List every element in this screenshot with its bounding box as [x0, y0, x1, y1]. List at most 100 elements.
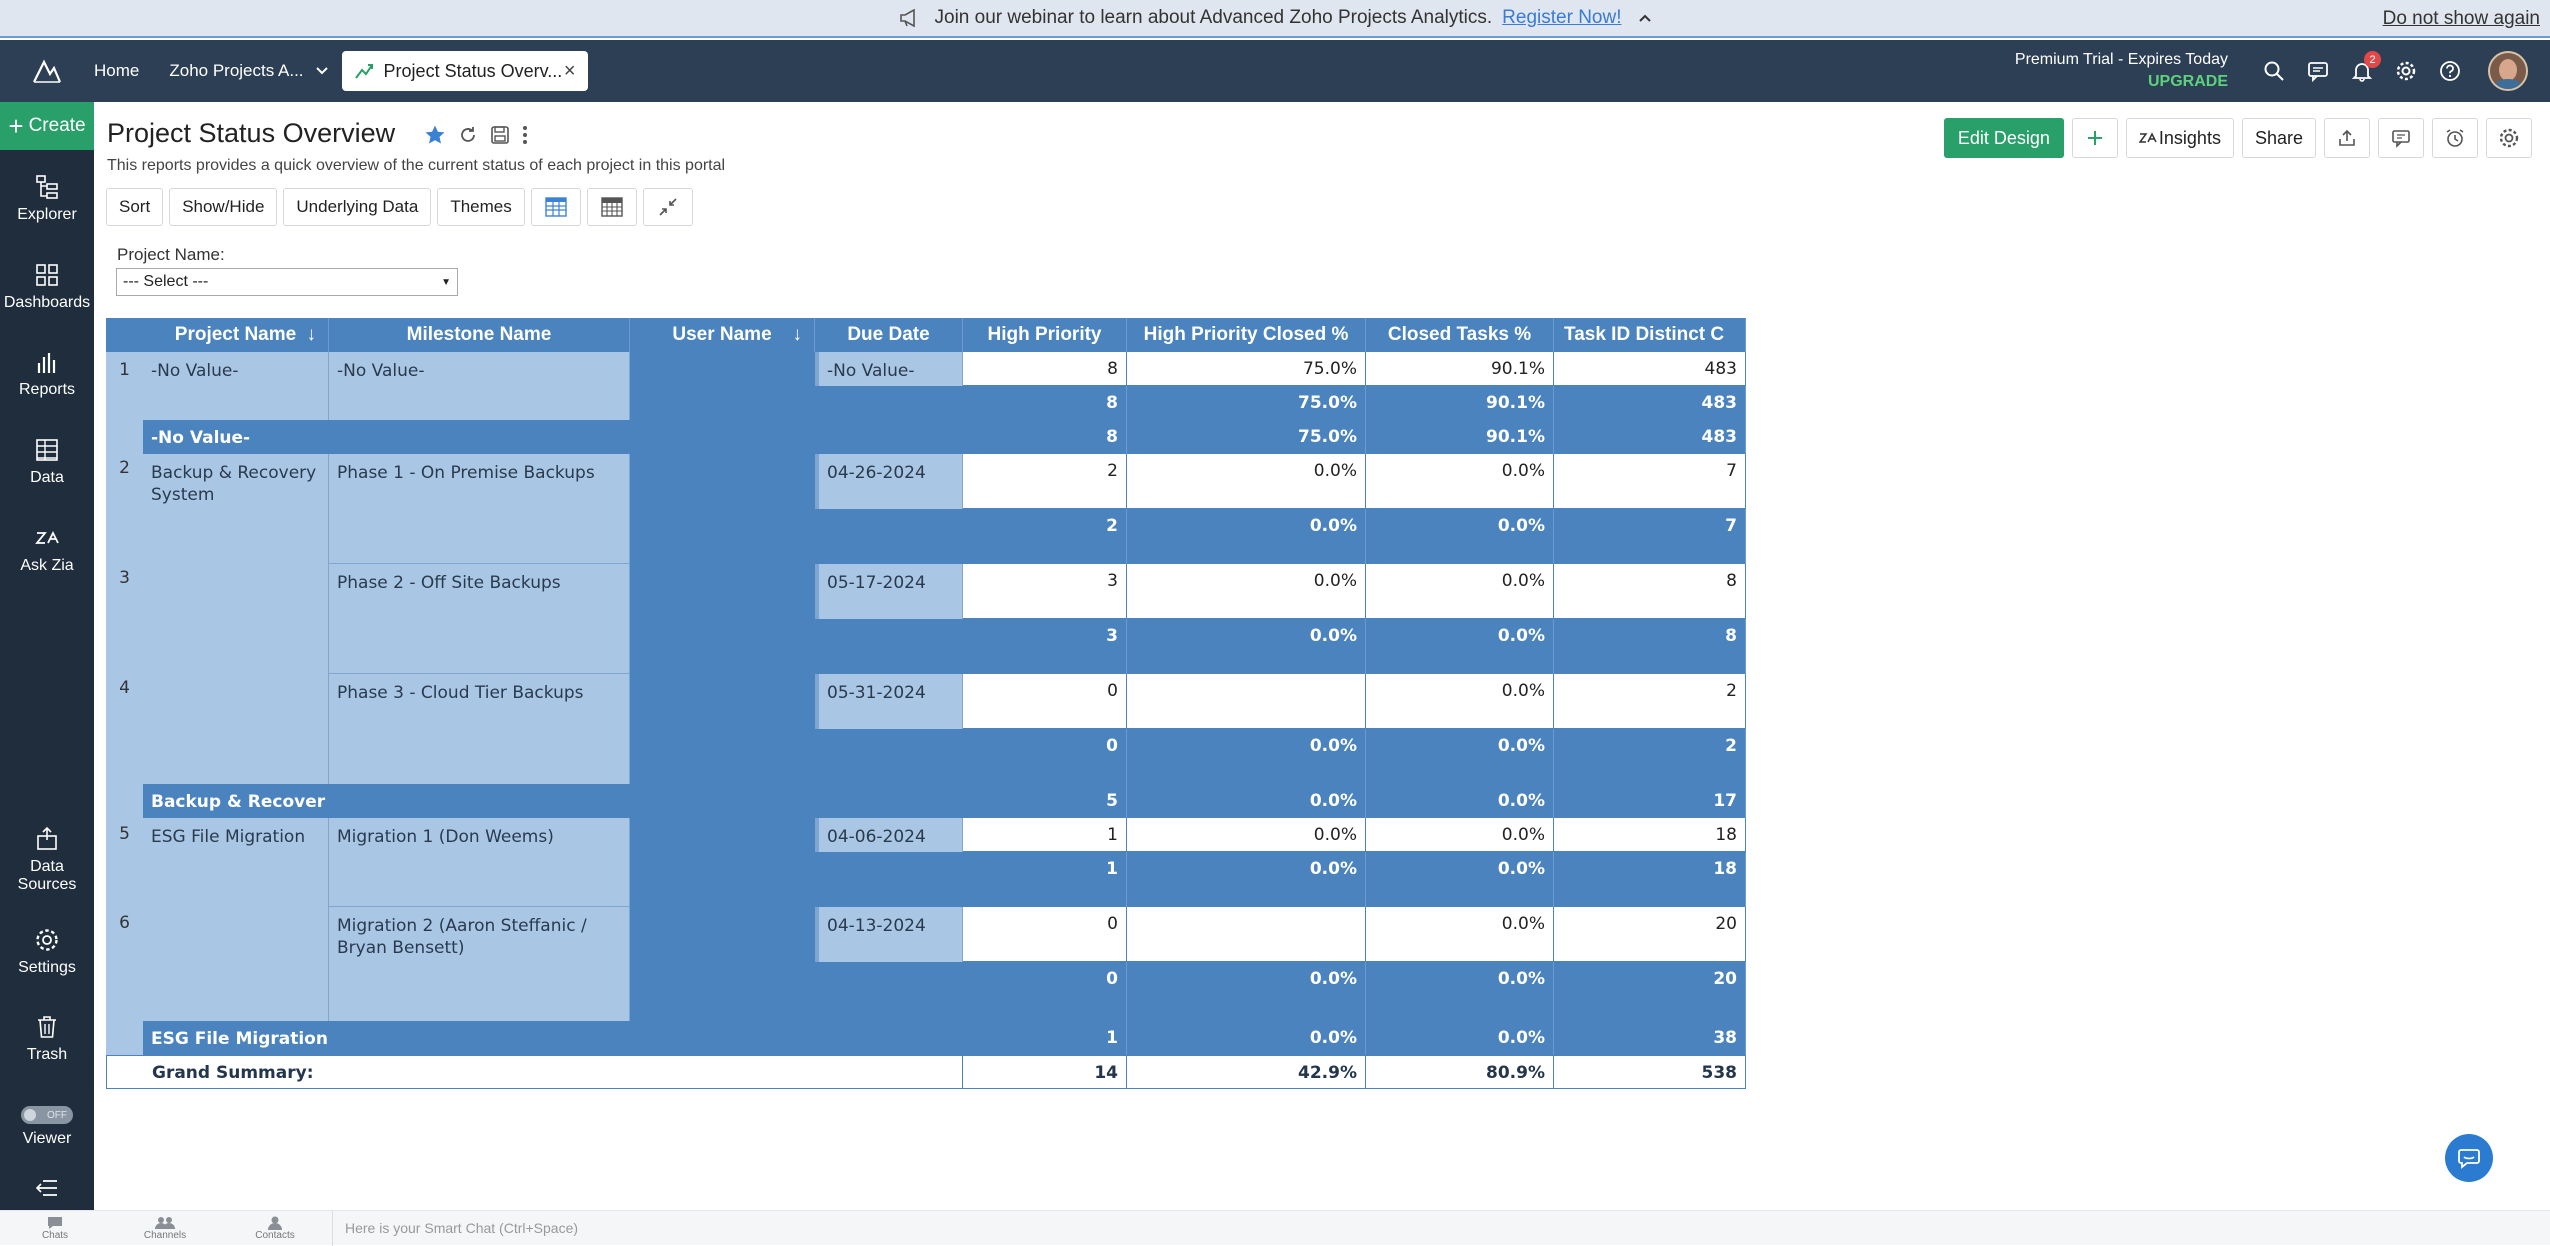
sidebar-item-reports[interactable]: Reports: [0, 349, 94, 399]
due-date-cell: 04-06-2024: [815, 818, 963, 852]
sort-desc-icon[interactable]: ↓: [306, 324, 317, 345]
header-due-date[interactable]: Due Date: [815, 318, 963, 352]
project-name-filter[interactable]: --- Select --- ▼: [116, 268, 458, 296]
channels-tab[interactable]: Channels: [110, 1216, 220, 1241]
insights-button[interactable]: Insights: [2125, 118, 2234, 158]
sidebar-item-settings[interactable]: Settings: [0, 927, 94, 977]
notifications-button[interactable]: 2: [2351, 51, 2381, 82]
plus-icon: [2087, 131, 2102, 145]
app-logo[interactable]: [0, 40, 94, 102]
zia-icon: [35, 530, 59, 544]
milestone-name-cell[interactable]: Migration 2 (Aaron Steffanic / Bryan Ben…: [329, 907, 630, 1021]
add-button[interactable]: [2071, 118, 2118, 158]
header-task-id-distinct[interactable]: Task ID Distinct C: [1554, 318, 1746, 352]
trial-status: Premium Trial - Expires Today UPGRADE: [2015, 49, 2228, 93]
header-closed-tasks[interactable]: Closed Tasks %: [1366, 318, 1554, 352]
project-total-high-priority-closed: 0.0%: [1127, 784, 1366, 818]
show-hide-button[interactable]: Show/Hide: [169, 188, 278, 226]
comments-icon[interactable]: [2307, 60, 2329, 82]
task-id-cell: 18: [1554, 818, 1746, 852]
chats-tab[interactable]: Chats: [0, 1216, 110, 1241]
alarm-clock-icon: [2446, 129, 2464, 147]
sidebar-item-trash[interactable]: Trash: [0, 1014, 94, 1064]
project-total-high-priority-closed: 0.0%: [1127, 1021, 1366, 1055]
banner-text: Join our webinar to learn about Advanced…: [934, 7, 1493, 28]
row-number: 4: [119, 678, 130, 698]
sidebar-item-data-sources[interactable]: Data Sources: [0, 826, 94, 894]
row-index-column: [106, 352, 143, 1055]
report-settings-button[interactable]: [2486, 118, 2532, 158]
sort-button[interactable]: Sort: [106, 188, 164, 226]
milestone-total-high-priority-closed: 0.0%: [1127, 729, 1366, 784]
sidebar-item-explorer[interactable]: Explorer: [0, 174, 94, 224]
milestone-name-cell[interactable]: Migration 1 (Don Weems): [329, 818, 630, 907]
register-now-link[interactable]: Register Now!: [1502, 7, 1622, 28]
upgrade-link[interactable]: UPGRADE: [2147, 73, 2228, 90]
gear-icon: [2499, 128, 2519, 148]
gear-icon[interactable]: [2395, 60, 2417, 82]
tabular-view-button[interactable]: [530, 188, 581, 226]
project-subtotal-label: -No Value-: [143, 420, 630, 454]
header-user-name[interactable]: User Name ↓: [630, 318, 815, 352]
milestone-name-cell[interactable]: Phase 2 - Off Site Backups: [329, 564, 630, 674]
themes-button[interactable]: Themes: [437, 188, 525, 226]
pivot-chart-icon: [354, 64, 373, 79]
gear-icon: [36, 929, 58, 951]
tab-project-status-overview[interactable]: Project Status Overv... ×: [341, 51, 588, 91]
viewer-toggle[interactable]: OFF: [21, 1106, 73, 1124]
header-project-name[interactable]: Project Name ↓: [143, 318, 329, 352]
milestone-total-high-priority-closed: 0.0%: [1127, 962, 1366, 1021]
project-name-cell[interactable]: -No Value-: [143, 352, 329, 420]
star-icon[interactable]: [424, 124, 446, 146]
sidebar-item-ask-zia[interactable]: Ask Zia: [0, 525, 94, 575]
create-button[interactable]: + Create: [0, 102, 94, 150]
do-not-show-again-link[interactable]: Do not show again: [2382, 8, 2540, 29]
collapse-sidebar-button[interactable]: [0, 1178, 94, 1204]
layout-view-button[interactable]: [586, 188, 637, 226]
sidebar-item-data[interactable]: Data: [0, 437, 94, 487]
comments-button[interactable]: [2378, 118, 2424, 158]
high-priority-closed-cell: 0.0%: [1127, 454, 1366, 509]
project-name-cell[interactable]: ESG File Migration: [143, 818, 329, 1021]
contacts-tab[interactable]: Contacts: [220, 1216, 330, 1241]
comment-icon: [2392, 130, 2410, 148]
milestone-total-task-id: 7: [1554, 509, 1746, 564]
header-high-priority[interactable]: High Priority: [963, 318, 1127, 352]
milestone-name-cell[interactable]: -No Value-: [329, 352, 630, 420]
sidebar-item-viewer[interactable]: OFF Viewer: [0, 1106, 94, 1148]
collapse-button[interactable]: [642, 188, 693, 226]
share-button[interactable]: Share: [2241, 118, 2316, 158]
edit-design-button[interactable]: Edit Design: [1943, 118, 2064, 158]
project-total-high-priority: 5: [963, 784, 1127, 818]
project-total-closed-tasks: 90.1%: [1366, 420, 1554, 454]
milestone-name-cell[interactable]: Phase 3 - Cloud Tier Backups: [329, 674, 630, 784]
project-name-filter-label: Project Name:: [117, 245, 225, 264]
chevron-up-icon[interactable]: [1638, 11, 1652, 25]
underlying-data-button[interactable]: Underlying Data: [283, 188, 432, 226]
smart-chat-input[interactable]: Here is your Smart Chat (Ctrl+Space): [332, 1210, 2550, 1246]
bell-icon: [2351, 63, 2373, 82]
workspace-switcher[interactable]: Zoho Projects A...: [169, 61, 328, 81]
closed-tasks-cell: 0.0%: [1366, 818, 1554, 852]
schedule-button[interactable]: [2432, 118, 2478, 158]
sort-desc-icon[interactable]: ↓: [792, 324, 803, 345]
sidebar-item-dashboards[interactable]: Dashboards: [0, 262, 94, 312]
project-subtotal-blank: [815, 420, 963, 454]
header-milestone-name[interactable]: Milestone Name: [329, 318, 630, 352]
milestone-name-cell[interactable]: Phase 1 - On Premise Backups: [329, 454, 630, 564]
sidebar-item-label: Trash: [26, 1046, 68, 1063]
support-chat-button[interactable]: [2445, 1134, 2493, 1182]
close-tab-icon[interactable]: ×: [563, 59, 576, 82]
search-icon[interactable]: [2263, 60, 2285, 82]
help-icon[interactable]: [2439, 60, 2461, 82]
task-id-cell: 20: [1554, 907, 1746, 962]
save-icon[interactable]: [490, 125, 510, 145]
export-button[interactable]: [2324, 118, 2370, 158]
header-high-priority-closed[interactable]: High Priority Closed %: [1127, 318, 1366, 352]
user-avatar[interactable]: [2488, 51, 2528, 91]
more-options-icon[interactable]: [522, 125, 528, 145]
high-priority-cell: 0: [963, 674, 1127, 729]
home-link[interactable]: Home: [94, 61, 140, 80]
refresh-icon[interactable]: [458, 125, 478, 145]
project-name-cell[interactable]: Backup & Recovery System: [143, 454, 329, 784]
